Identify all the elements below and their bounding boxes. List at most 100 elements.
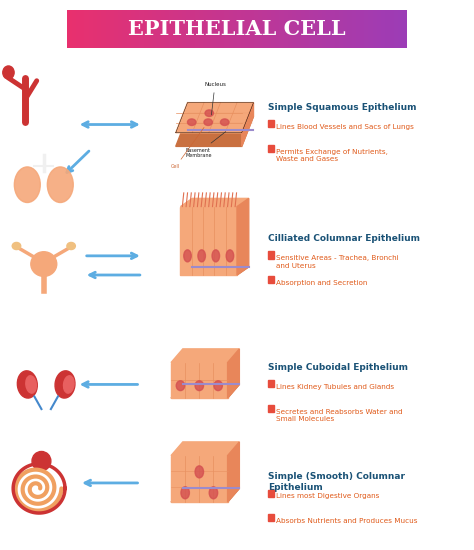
FancyBboxPatch shape	[191, 9, 195, 48]
FancyBboxPatch shape	[84, 9, 89, 48]
FancyBboxPatch shape	[106, 9, 110, 48]
Ellipse shape	[18, 371, 37, 398]
FancyBboxPatch shape	[224, 9, 228, 48]
FancyBboxPatch shape	[352, 9, 356, 48]
Ellipse shape	[195, 381, 203, 390]
Polygon shape	[171, 362, 228, 398]
FancyBboxPatch shape	[275, 9, 279, 48]
FancyBboxPatch shape	[343, 9, 347, 48]
FancyBboxPatch shape	[296, 9, 301, 48]
Polygon shape	[228, 349, 239, 398]
FancyBboxPatch shape	[237, 9, 241, 48]
Ellipse shape	[204, 119, 212, 125]
FancyBboxPatch shape	[381, 9, 385, 48]
Polygon shape	[176, 103, 254, 133]
FancyBboxPatch shape	[288, 9, 292, 48]
FancyBboxPatch shape	[364, 9, 368, 48]
Polygon shape	[181, 199, 249, 207]
Text: Absorption and Secretion: Absorption and Secretion	[276, 280, 367, 286]
FancyBboxPatch shape	[72, 9, 76, 48]
FancyBboxPatch shape	[246, 9, 250, 48]
Ellipse shape	[47, 167, 73, 202]
Ellipse shape	[187, 119, 196, 125]
FancyBboxPatch shape	[178, 9, 182, 48]
Ellipse shape	[32, 452, 51, 471]
FancyBboxPatch shape	[80, 9, 84, 48]
Bar	[268, 514, 274, 521]
FancyBboxPatch shape	[182, 9, 186, 48]
Polygon shape	[171, 384, 239, 398]
FancyBboxPatch shape	[360, 9, 364, 48]
Polygon shape	[181, 207, 237, 275]
FancyBboxPatch shape	[318, 9, 322, 48]
FancyBboxPatch shape	[301, 9, 305, 48]
Polygon shape	[171, 349, 239, 362]
Ellipse shape	[64, 376, 74, 393]
Ellipse shape	[209, 487, 218, 499]
Polygon shape	[242, 103, 254, 146]
Text: Basement
Membrane: Basement Membrane	[185, 131, 226, 158]
Text: EPITHELIAL CELL: EPITHELIAL CELL	[128, 19, 346, 38]
FancyBboxPatch shape	[76, 9, 80, 48]
FancyBboxPatch shape	[305, 9, 309, 48]
FancyBboxPatch shape	[292, 9, 296, 48]
FancyBboxPatch shape	[161, 9, 165, 48]
FancyBboxPatch shape	[326, 9, 330, 48]
FancyBboxPatch shape	[67, 9, 72, 48]
Ellipse shape	[26, 376, 36, 393]
FancyBboxPatch shape	[89, 9, 93, 48]
Text: Cell: Cell	[171, 128, 204, 169]
Polygon shape	[181, 267, 249, 275]
Ellipse shape	[212, 250, 219, 262]
Bar	[268, 276, 274, 283]
FancyBboxPatch shape	[114, 9, 118, 48]
Text: Absorbs Nutrients and Produces Mucus: Absorbs Nutrients and Produces Mucus	[276, 518, 418, 524]
FancyBboxPatch shape	[339, 9, 343, 48]
Text: Simple Squamous Epithelium: Simple Squamous Epithelium	[268, 103, 416, 112]
FancyBboxPatch shape	[279, 9, 283, 48]
Polygon shape	[237, 199, 249, 275]
FancyBboxPatch shape	[97, 9, 101, 48]
FancyBboxPatch shape	[101, 9, 106, 48]
FancyBboxPatch shape	[110, 9, 114, 48]
Ellipse shape	[14, 167, 40, 202]
FancyBboxPatch shape	[402, 9, 407, 48]
FancyBboxPatch shape	[216, 9, 220, 48]
FancyBboxPatch shape	[254, 9, 258, 48]
FancyBboxPatch shape	[118, 9, 122, 48]
FancyBboxPatch shape	[313, 9, 318, 48]
Bar	[268, 490, 274, 497]
Text: Sensitive Areas - Trachea, Bronchi
and Uterus: Sensitive Areas - Trachea, Bronchi and U…	[276, 255, 399, 269]
FancyBboxPatch shape	[152, 9, 156, 48]
Ellipse shape	[12, 243, 21, 250]
Text: Lines Blood Vessels and Sacs of Lungs: Lines Blood Vessels and Sacs of Lungs	[276, 124, 414, 130]
FancyBboxPatch shape	[148, 9, 152, 48]
FancyBboxPatch shape	[258, 9, 263, 48]
Ellipse shape	[195, 466, 203, 478]
Text: Simple Cuboidal Epithelium: Simple Cuboidal Epithelium	[268, 362, 408, 372]
FancyBboxPatch shape	[93, 9, 97, 48]
Ellipse shape	[181, 487, 190, 499]
FancyBboxPatch shape	[250, 9, 254, 48]
FancyBboxPatch shape	[156, 9, 161, 48]
Ellipse shape	[214, 381, 222, 390]
FancyBboxPatch shape	[211, 9, 216, 48]
FancyBboxPatch shape	[347, 9, 352, 48]
Bar	[268, 145, 274, 152]
Bar	[268, 120, 274, 127]
Text: Permits Exchange of Nutrients,
Waste and Gases: Permits Exchange of Nutrients, Waste and…	[276, 148, 388, 162]
FancyBboxPatch shape	[271, 9, 275, 48]
Text: Cilliated Columnar Epithelium: Cilliated Columnar Epithelium	[268, 234, 419, 243]
FancyBboxPatch shape	[220, 9, 224, 48]
FancyBboxPatch shape	[127, 9, 131, 48]
FancyBboxPatch shape	[135, 9, 139, 48]
FancyBboxPatch shape	[356, 9, 360, 48]
FancyBboxPatch shape	[398, 9, 402, 48]
FancyBboxPatch shape	[228, 9, 233, 48]
FancyBboxPatch shape	[173, 9, 178, 48]
Ellipse shape	[176, 381, 185, 390]
FancyBboxPatch shape	[385, 9, 390, 48]
Ellipse shape	[226, 250, 234, 262]
FancyBboxPatch shape	[233, 9, 237, 48]
FancyBboxPatch shape	[241, 9, 246, 48]
